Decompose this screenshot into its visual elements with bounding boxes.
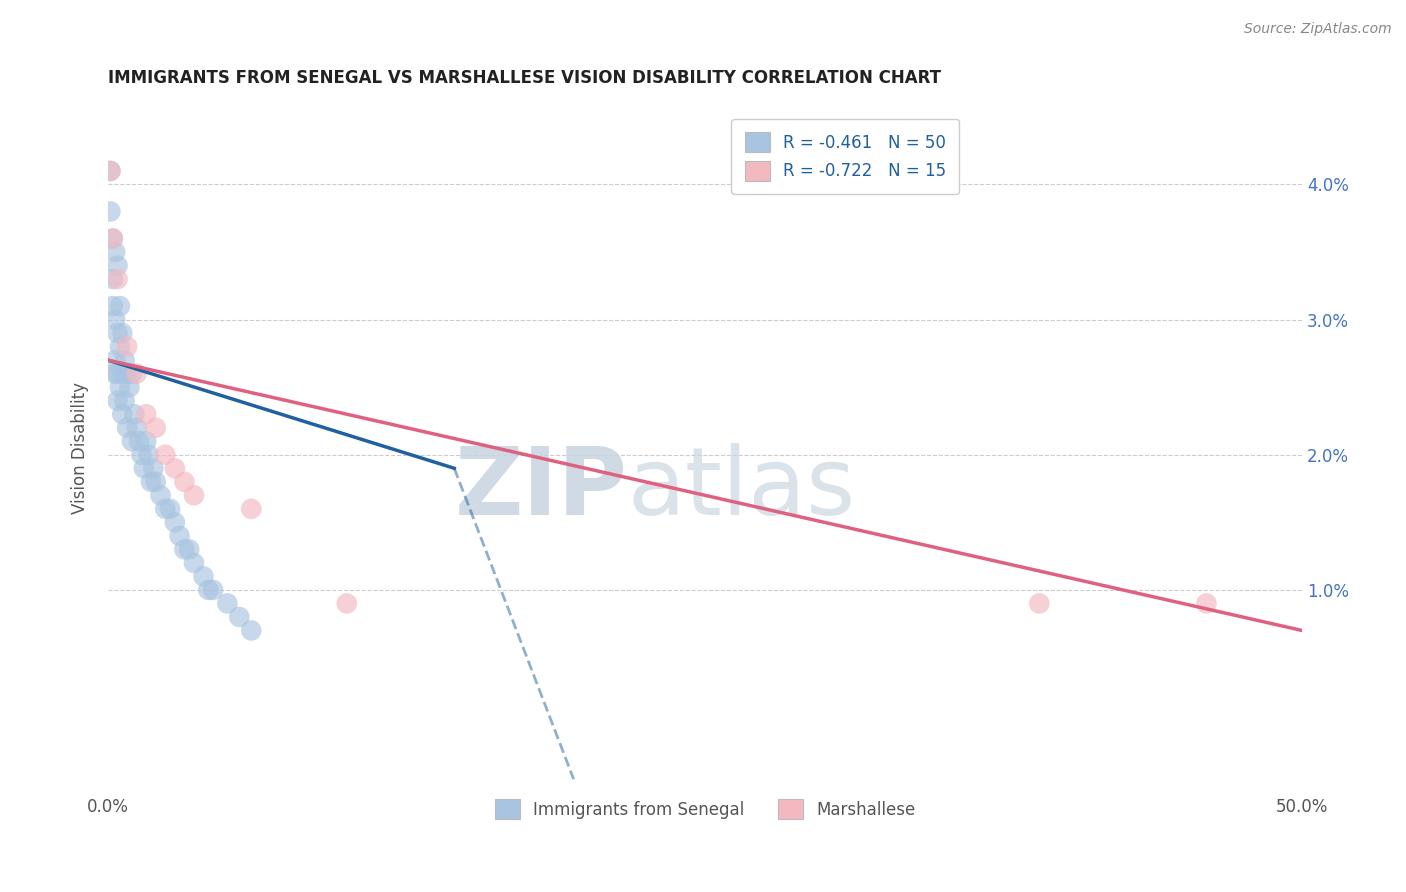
Point bbox=[138, 448, 160, 462]
Point bbox=[104, 245, 127, 260]
Point bbox=[240, 624, 263, 638]
Point bbox=[111, 326, 134, 340]
Point bbox=[202, 582, 225, 597]
Point bbox=[111, 407, 134, 421]
Point bbox=[104, 367, 127, 381]
Point bbox=[163, 461, 186, 475]
Point bbox=[169, 529, 191, 543]
Point bbox=[336, 596, 359, 610]
Point bbox=[197, 582, 219, 597]
Y-axis label: Vision Disability: Vision Disability bbox=[72, 382, 89, 514]
Point bbox=[155, 448, 177, 462]
Point bbox=[101, 231, 124, 245]
Point bbox=[228, 610, 250, 624]
Point bbox=[121, 434, 143, 449]
Point bbox=[193, 569, 215, 583]
Point bbox=[107, 393, 129, 408]
Point bbox=[101, 299, 124, 313]
Point bbox=[107, 326, 129, 340]
Point bbox=[183, 556, 205, 570]
Point bbox=[101, 272, 124, 286]
Text: atlas: atlas bbox=[627, 443, 856, 535]
Point bbox=[114, 353, 136, 368]
Point bbox=[121, 367, 143, 381]
Point bbox=[101, 231, 124, 245]
Point bbox=[142, 461, 165, 475]
Point bbox=[115, 421, 138, 435]
Point bbox=[115, 367, 138, 381]
Point bbox=[104, 353, 127, 368]
Point bbox=[179, 542, 201, 557]
Point bbox=[111, 367, 134, 381]
Point bbox=[107, 272, 129, 286]
Point bbox=[107, 259, 129, 273]
Point bbox=[145, 421, 167, 435]
Point bbox=[173, 475, 195, 489]
Text: IMMIGRANTS FROM SENEGAL VS MARSHALLESE VISION DISABILITY CORRELATION CHART: IMMIGRANTS FROM SENEGAL VS MARSHALLESE V… bbox=[108, 69, 941, 87]
Point bbox=[155, 501, 177, 516]
Point bbox=[135, 407, 157, 421]
Point bbox=[125, 421, 148, 435]
Point bbox=[145, 475, 167, 489]
Point bbox=[100, 164, 122, 178]
Point bbox=[183, 488, 205, 502]
Point bbox=[128, 434, 150, 449]
Point bbox=[100, 204, 122, 219]
Text: ZIP: ZIP bbox=[454, 443, 627, 535]
Point bbox=[139, 475, 162, 489]
Point bbox=[173, 542, 195, 557]
Point bbox=[115, 340, 138, 354]
Point bbox=[108, 340, 131, 354]
Point bbox=[104, 312, 127, 326]
Point bbox=[217, 596, 239, 610]
Point bbox=[132, 461, 155, 475]
Point bbox=[1028, 596, 1050, 610]
Point bbox=[159, 501, 181, 516]
Point bbox=[125, 367, 148, 381]
Point bbox=[1195, 596, 1218, 610]
Legend: Immigrants from Senegal, Marshallese: Immigrants from Senegal, Marshallese bbox=[481, 786, 928, 832]
Point bbox=[108, 299, 131, 313]
Point bbox=[163, 516, 186, 530]
Point bbox=[107, 367, 129, 381]
Point bbox=[135, 434, 157, 449]
Point bbox=[122, 407, 145, 421]
Point bbox=[100, 164, 122, 178]
Point bbox=[149, 488, 172, 502]
Point bbox=[108, 380, 131, 394]
Text: Source: ZipAtlas.com: Source: ZipAtlas.com bbox=[1244, 22, 1392, 37]
Point bbox=[118, 380, 141, 394]
Point bbox=[114, 393, 136, 408]
Point bbox=[131, 448, 153, 462]
Point bbox=[240, 501, 263, 516]
